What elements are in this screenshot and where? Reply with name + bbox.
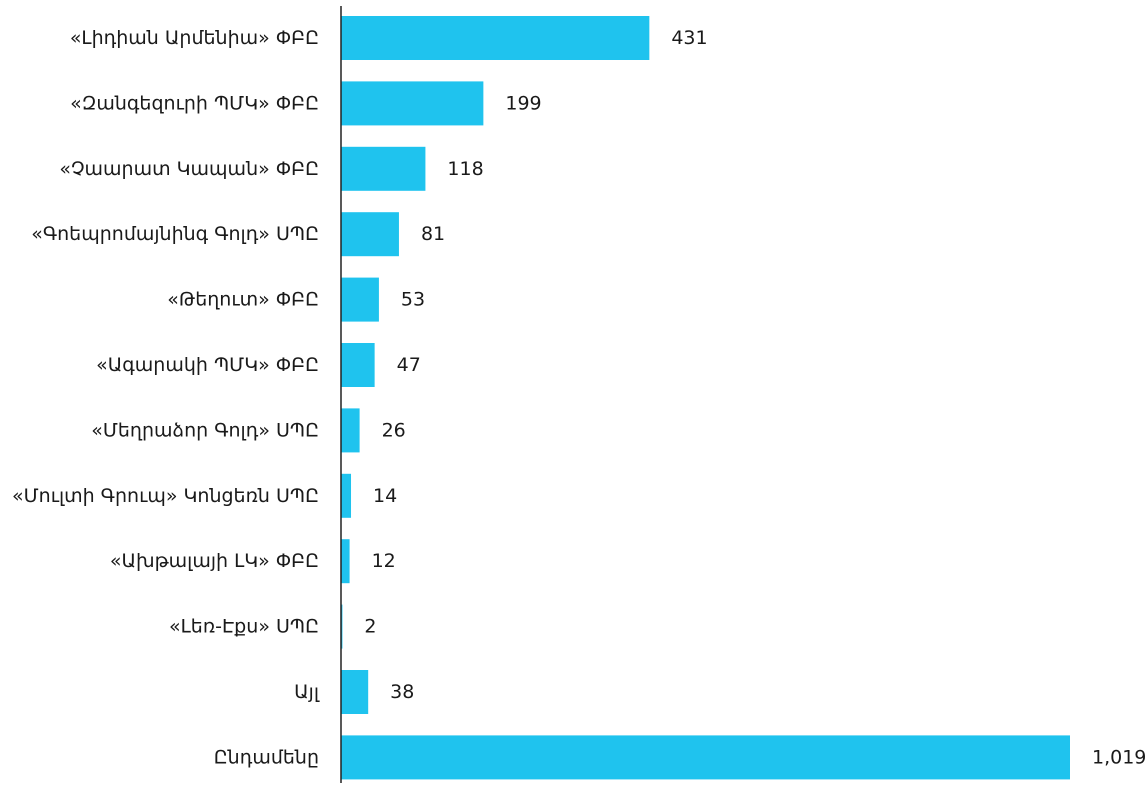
bar xyxy=(341,212,399,257)
bar xyxy=(341,277,379,322)
category-label: «Թեղուտ» ՓԲԸ xyxy=(167,289,319,311)
value-label: 14 xyxy=(373,485,397,507)
bar xyxy=(341,539,350,584)
category-label: «Լեռ-Էքս» ՍՊԸ xyxy=(169,616,319,638)
category-label: «Չաարատ Կապան» ՓԲԸ xyxy=(59,158,319,180)
value-label: 38 xyxy=(390,681,414,703)
category-label: Այլ xyxy=(294,681,320,703)
bar xyxy=(341,670,369,714)
bar xyxy=(341,473,352,518)
value-label: 1,019 xyxy=(1092,746,1146,768)
category-label: «Լիդիան Արմենիա» ՓԲԸ xyxy=(70,27,319,49)
category-label: Ընդամենը xyxy=(214,746,319,768)
category-label: «Ագարակի ՊՄԿ» ՓԲԸ xyxy=(96,354,319,376)
value-label: 26 xyxy=(382,419,406,441)
category-label: «Գոեպրոմայնինգ Գոլդ» ՍՊԸ xyxy=(31,223,319,245)
value-label: 47 xyxy=(397,354,421,376)
category-label: «Մուլտի Գրուպ» Կոնցեռն ՍՊԸ xyxy=(12,485,319,507)
bar xyxy=(341,16,650,60)
bars-layer xyxy=(341,16,1070,780)
value-label: 2 xyxy=(364,616,376,638)
category-labels: «Լիդիան Արմենիա» ՓԲԸ «Զանգեզուրի ՊՄԿ» ՓԲԸ… xyxy=(12,27,320,768)
category-label: «Զանգեզուրի ՊՄԿ» ՓԲԸ xyxy=(70,92,319,114)
category-label: «Ախթալայի ԼԿ» ՓԲԸ xyxy=(110,550,319,572)
bar xyxy=(341,408,360,453)
value-label: 118 xyxy=(447,158,483,180)
value-label: 81 xyxy=(421,223,445,245)
value-label: 53 xyxy=(401,289,425,311)
value-label: 12 xyxy=(372,550,396,572)
value-labels: 431 199 118 81 53 47 26 14 12 2 38 1,019 xyxy=(364,27,1146,768)
category-label: «Մեղրաձոր Գոլդ» ՍՊԸ xyxy=(91,419,319,441)
value-label: 431 xyxy=(671,27,707,49)
bar xyxy=(341,81,484,126)
bar xyxy=(341,343,375,387)
value-label: 199 xyxy=(505,92,541,114)
bar xyxy=(341,735,1070,780)
bar xyxy=(341,146,426,191)
